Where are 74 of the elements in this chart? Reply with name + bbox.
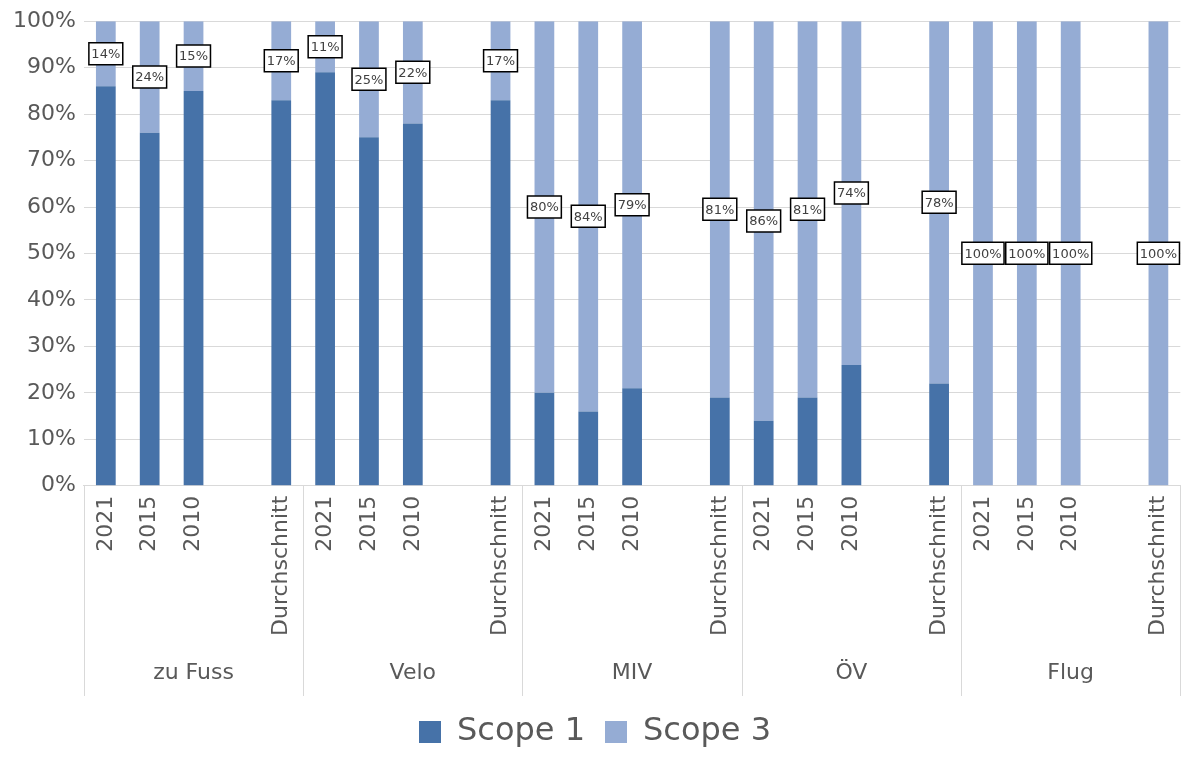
text: Velo — [389, 658, 437, 684]
bar — [359, 137, 379, 486]
data-label: 17% — [486, 53, 515, 69]
data-label: 86% — [749, 213, 779, 229]
data-label: 100% — [1052, 245, 1090, 261]
x-tick-label: 2010 — [398, 495, 424, 552]
y-tick-label: 30% — [26, 332, 76, 358]
x-tick-label: Durchschnitt — [1144, 495, 1170, 636]
bar — [402, 123, 423, 486]
y-tick-label: 60% — [26, 192, 76, 218]
text: zu Fuss — [153, 658, 234, 684]
data-label: 22% — [398, 64, 428, 80]
y-tick-label: 100% — [12, 6, 76, 32]
data-label: 80% — [529, 199, 559, 215]
legend-label: Scope 3 — [643, 710, 772, 749]
y-tick-label: 20% — [26, 378, 76, 404]
x-tick-label: 2010 — [837, 495, 863, 552]
y-tick-label: 0% — [40, 471, 76, 497]
data-label: 81% — [705, 201, 735, 217]
y-tick-label: 50% — [26, 239, 76, 265]
x-tick-label: 2015 — [1012, 495, 1038, 552]
bar — [841, 364, 862, 486]
x-tick-label: 2021 — [968, 495, 994, 552]
x-tick-label: 2015 — [793, 495, 819, 552]
data-label: 74% — [836, 185, 866, 201]
y-tick-label: 90% — [26, 53, 76, 79]
bar — [139, 132, 160, 486]
data-label: 14% — [91, 46, 121, 62]
data-label: 25% — [354, 71, 384, 87]
text: ÖV — [835, 658, 868, 684]
data-label: 11% — [310, 39, 340, 55]
x-tick-label: Durchschnitt — [266, 495, 292, 636]
data-label: 84% — [573, 208, 603, 224]
data-label: 100% — [964, 245, 1002, 261]
text: MIV — [611, 658, 653, 684]
data-label: 100% — [1139, 245, 1177, 261]
x-tick-label: 2021 — [530, 495, 556, 552]
x-tick-label: 2015 — [573, 495, 599, 552]
x-tick-label: 2015 — [354, 495, 380, 552]
data-label: 100% — [1008, 245, 1046, 261]
text: Flug — [1047, 658, 1095, 684]
bar — [753, 420, 774, 486]
bar — [315, 72, 335, 486]
bar — [797, 397, 818, 486]
y-tick-label: 10% — [26, 424, 76, 450]
bar — [183, 90, 204, 486]
bar — [578, 411, 599, 486]
data-label: 79% — [617, 197, 647, 213]
data-label: 78% — [924, 194, 954, 210]
x-tick-label: 2021 — [91, 495, 117, 552]
x-tick-label: 2010 — [1056, 495, 1082, 552]
y-tick-label: 70% — [26, 146, 76, 172]
bar — [622, 388, 642, 486]
x-tick-label: 2010 — [617, 495, 643, 552]
x-tick-label: Durchschnitt — [924, 495, 950, 636]
x-tick-label: 2021 — [310, 495, 336, 552]
x-tick-label: Durchschnitt — [486, 495, 512, 636]
x-tick-label: 2015 — [135, 495, 161, 552]
bar — [929, 383, 949, 486]
data-label: 24% — [135, 69, 165, 85]
data-label: 81% — [793, 201, 822, 217]
y-tick-label: 80% — [26, 99, 76, 125]
legend-label: Scope 1 — [456, 710, 585, 749]
x-tick-label: Durchschnitt — [705, 495, 731, 636]
y-tick-label: 40% — [26, 285, 76, 311]
bar — [709, 397, 730, 486]
bar — [534, 392, 555, 486]
x-tick-label: 2010 — [179, 495, 205, 552]
bar — [95, 86, 116, 486]
data-label: 15% — [179, 48, 208, 64]
bar — [271, 100, 292, 486]
bar — [490, 100, 511, 486]
x-tick-label: 2021 — [749, 495, 775, 552]
data-label: 17% — [266, 53, 296, 69]
